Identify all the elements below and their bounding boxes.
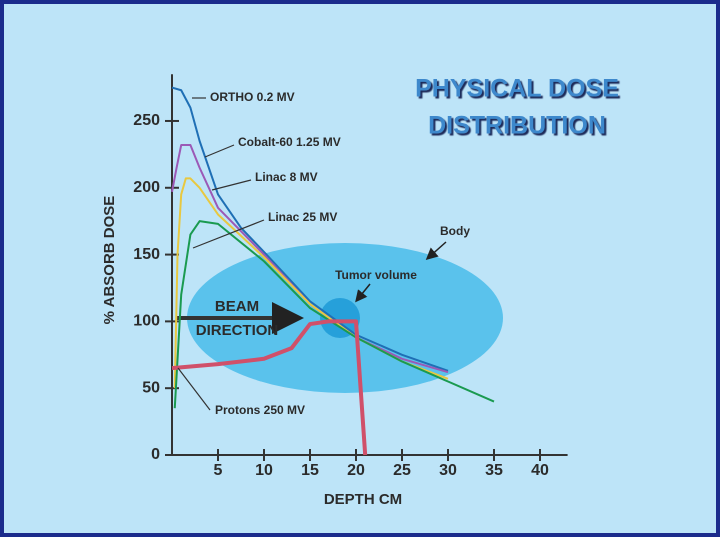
annotation: Tumor volume (335, 268, 417, 282)
chart: PHYSICAL DOSE DISTRIBUTION DEPTH CM % AB… (0, 0, 720, 537)
annotation: Body (440, 224, 470, 238)
annotation: BEAM (215, 298, 259, 315)
y-tick-label: 100 (133, 313, 160, 330)
series-label: Linac 25 MV (268, 210, 337, 224)
x-axis-label: DEPTH CM (324, 491, 402, 508)
x-tick-label: 15 (301, 462, 319, 479)
y-axis-label: % ABSORB DOSE (101, 196, 118, 325)
x-tick-label: 10 (255, 462, 273, 479)
x-tick-label: 25 (393, 462, 411, 479)
x-tick-label: 30 (439, 462, 457, 479)
y-tick-label: 150 (133, 246, 160, 263)
x-tick-label: 35 (485, 462, 503, 479)
series-label: Protons 250 MV (215, 403, 305, 417)
y-tick-label: 200 (133, 179, 160, 196)
chart-title: PHYSICAL DOSE (415, 75, 619, 103)
series-label: Linac 8 MV (255, 170, 318, 184)
x-tick-label: 20 (347, 462, 365, 479)
y-tick-label: 250 (133, 112, 160, 129)
series-label: ORTHO 0.2 MV (210, 90, 295, 104)
chart-title: DISTRIBUTION (428, 112, 606, 140)
y-tick-label: 0 (151, 446, 160, 463)
annotation: DIRECTION (196, 322, 279, 339)
y-tick-label: 50 (142, 379, 160, 396)
x-tick-label: 5 (214, 462, 223, 479)
x-tick-label: 40 (531, 462, 549, 479)
series-label: Cobalt-60 1.25 MV (238, 135, 341, 149)
